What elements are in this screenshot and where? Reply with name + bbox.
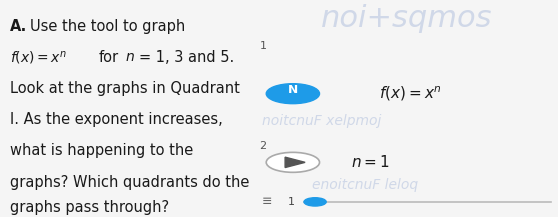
- Circle shape: [304, 198, 326, 206]
- Circle shape: [266, 84, 320, 104]
- Text: noi+sqmos: noi+sqmos: [321, 4, 492, 33]
- Text: graphs pass through?: graphs pass through?: [9, 200, 169, 215]
- Text: I. As the exponent increases,: I. As the exponent increases,: [9, 112, 223, 127]
- Text: for: for: [99, 50, 119, 65]
- Text: $n$: $n$: [124, 50, 134, 64]
- Text: = 1, 3 and 5.: = 1, 3 and 5.: [138, 50, 234, 65]
- Text: noitcnuF xelpmoj: noitcnuF xelpmoj: [262, 114, 382, 128]
- Text: enoitcnuF leloq: enoitcnuF leloq: [312, 178, 418, 192]
- Text: graphs? Which quadrants do the: graphs? Which quadrants do the: [9, 175, 249, 190]
- Text: Use the tool to graph: Use the tool to graph: [30, 18, 185, 34]
- Text: 2: 2: [259, 141, 267, 151]
- Text: what is happening to the: what is happening to the: [9, 143, 193, 158]
- Text: Look at the graphs in Quadrant: Look at the graphs in Quadrant: [9, 81, 239, 96]
- Text: $f(x) = x^n$: $f(x) = x^n$: [379, 84, 442, 103]
- Circle shape: [266, 152, 320, 172]
- Text: 1: 1: [259, 41, 267, 51]
- Text: $f(x) = x^n$: $f(x) = x^n$: [9, 49, 67, 66]
- Text: 1: 1: [287, 197, 294, 207]
- Text: A.: A.: [9, 18, 27, 34]
- Text: ≡: ≡: [261, 195, 272, 208]
- Polygon shape: [285, 157, 305, 168]
- Text: $n = 1$: $n = 1$: [351, 154, 390, 170]
- Text: ᴺ: ᴺ: [288, 84, 298, 103]
